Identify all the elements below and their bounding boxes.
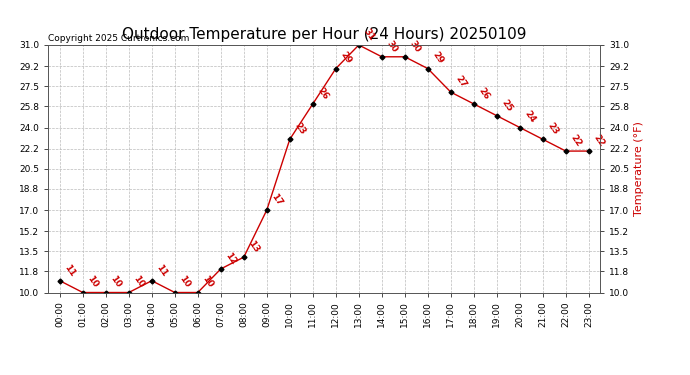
Text: 11: 11: [155, 262, 169, 278]
Text: 22: 22: [569, 133, 583, 148]
Text: 23: 23: [546, 121, 560, 136]
Text: 26: 26: [477, 86, 491, 101]
Text: 10: 10: [86, 274, 100, 290]
Y-axis label: Temperature (°F): Temperature (°F): [633, 122, 644, 216]
Text: 10: 10: [108, 274, 123, 290]
Text: 10: 10: [132, 274, 146, 290]
Text: Copyright 2025 Curtronics.com: Copyright 2025 Curtronics.com: [48, 33, 190, 42]
Text: 29: 29: [339, 50, 353, 66]
Text: 12: 12: [224, 251, 238, 266]
Text: 17: 17: [270, 192, 284, 207]
Text: 24: 24: [522, 109, 538, 125]
Text: 11: 11: [63, 262, 77, 278]
Text: 30: 30: [408, 39, 422, 54]
Text: 31: 31: [362, 27, 376, 42]
Text: 10: 10: [177, 274, 192, 290]
Text: 29: 29: [431, 50, 445, 66]
Title: Outdoor Temperature per Hour (24 Hours) 20250109: Outdoor Temperature per Hour (24 Hours) …: [122, 27, 526, 42]
Text: 23: 23: [293, 121, 307, 136]
Text: 26: 26: [315, 86, 330, 101]
Text: 13: 13: [246, 239, 261, 254]
Text: 25: 25: [500, 98, 514, 113]
Text: 10: 10: [201, 274, 215, 290]
Text: 22: 22: [591, 133, 606, 148]
Text: 27: 27: [453, 74, 469, 89]
Text: 30: 30: [384, 39, 399, 54]
